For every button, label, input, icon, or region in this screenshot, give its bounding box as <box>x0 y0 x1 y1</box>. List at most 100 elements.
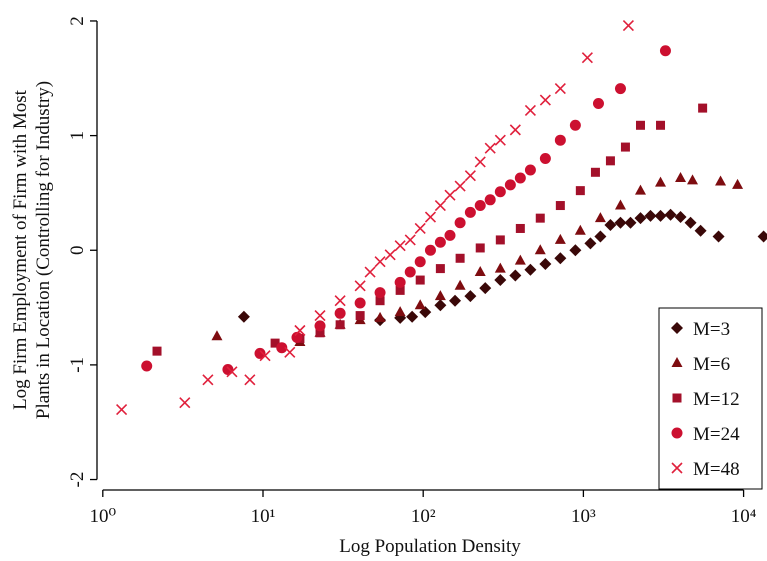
point <box>614 216 627 229</box>
point <box>569 244 582 257</box>
point <box>294 324 306 337</box>
point <box>635 120 645 130</box>
point <box>464 170 476 182</box>
point <box>514 172 526 184</box>
point <box>276 342 288 354</box>
point <box>364 266 376 278</box>
point <box>141 360 153 372</box>
point <box>415 275 425 285</box>
point <box>424 211 437 223</box>
point <box>314 310 326 322</box>
legend-label: M=6 <box>693 354 730 375</box>
point <box>514 254 526 265</box>
point <box>574 224 586 235</box>
point <box>404 266 416 278</box>
point <box>539 258 552 271</box>
point <box>715 175 727 186</box>
point <box>455 253 465 263</box>
point <box>524 263 537 276</box>
point <box>444 189 456 201</box>
point <box>509 124 521 136</box>
point <box>634 212 647 225</box>
point <box>226 366 238 378</box>
point <box>592 98 604 110</box>
point <box>449 294 462 307</box>
point <box>554 233 566 244</box>
point <box>594 230 607 243</box>
point <box>355 311 365 321</box>
point <box>509 269 522 282</box>
point <box>654 209 667 222</box>
point <box>534 244 546 255</box>
point <box>374 287 386 299</box>
point <box>375 296 385 306</box>
point <box>270 338 280 348</box>
point <box>604 219 617 232</box>
point <box>222 363 234 375</box>
point <box>474 200 486 212</box>
point <box>474 156 486 168</box>
point <box>434 290 446 301</box>
point <box>334 295 346 307</box>
x-tick-label: 10⁰ <box>89 506 116 527</box>
point <box>605 156 615 166</box>
point <box>374 256 386 268</box>
point <box>454 279 466 290</box>
point <box>539 94 551 106</box>
point <box>434 199 446 212</box>
point <box>590 167 600 177</box>
point <box>259 350 271 362</box>
point <box>475 243 485 253</box>
point <box>284 346 296 358</box>
legend-label: M=24 <box>693 424 740 445</box>
point <box>484 142 496 154</box>
y-tick-label: 2 <box>67 16 88 26</box>
point <box>291 331 303 343</box>
legend-label: M=48 <box>693 459 740 480</box>
point <box>524 104 536 116</box>
point <box>395 285 405 295</box>
y-tick-label: -2 <box>67 472 88 488</box>
legend-marker <box>672 393 682 403</box>
x-tick-label: 10¹ <box>251 506 276 527</box>
point <box>464 290 477 303</box>
point <box>406 310 419 323</box>
legend-label: M=3 <box>693 319 730 340</box>
legend-marker <box>671 462 683 474</box>
point <box>624 216 637 229</box>
point <box>444 229 456 241</box>
x-tick-label: 10⁴ <box>731 506 757 527</box>
point <box>554 252 567 265</box>
point <box>555 201 565 211</box>
point <box>675 172 687 183</box>
point <box>202 374 214 386</box>
point <box>484 194 496 206</box>
y-tick-label: -1 <box>67 357 88 373</box>
point <box>495 235 505 245</box>
point <box>394 276 406 288</box>
point <box>454 180 466 192</box>
point <box>434 236 446 248</box>
y-axis-label: Log Firm Employment of Firm with Most <box>10 89 31 410</box>
point <box>404 234 416 246</box>
point <box>539 153 551 165</box>
point <box>674 211 687 224</box>
point <box>435 264 445 274</box>
point <box>656 120 666 130</box>
point <box>569 119 581 131</box>
point <box>664 208 677 221</box>
point <box>659 45 671 57</box>
point <box>394 240 406 252</box>
point <box>116 404 128 416</box>
point <box>554 83 566 95</box>
point <box>494 262 506 273</box>
legend-marker <box>671 427 683 439</box>
y-tick-label: 1 <box>67 131 88 141</box>
point <box>614 83 626 95</box>
x-tick-label: 10² <box>411 506 436 527</box>
point <box>655 176 667 187</box>
point <box>494 134 506 146</box>
point <box>584 237 597 250</box>
point <box>237 310 250 323</box>
point <box>694 224 707 237</box>
